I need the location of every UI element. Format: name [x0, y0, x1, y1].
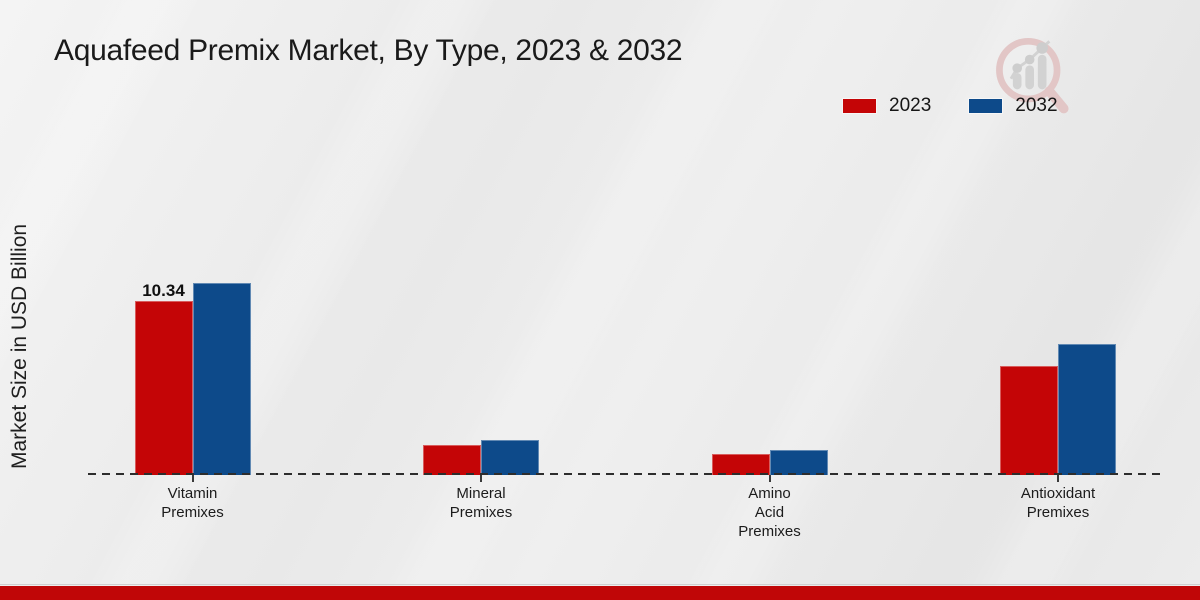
footer-red-band: [0, 586, 1200, 600]
category-label-line: Acid: [754, 504, 785, 521]
category-label-line: Premixes: [449, 504, 513, 521]
category-label-vitamin-premixes: Vitamin Premixes: [108, 484, 278, 522]
legend-label-2023: 2023: [889, 95, 932, 116]
legend-swatch-2023-icon: [843, 99, 876, 113]
chart-title: Aquafeed Premix Market, By Type, 2023 & …: [54, 34, 683, 67]
magnifier-bar-chart-logo-icon: [996, 37, 1069, 114]
bar-2032-mineral-premixes: [481, 440, 539, 475]
x-axis-tick: [1057, 475, 1059, 482]
category-label-line: Mineral: [456, 485, 506, 502]
legend-item-2032[interactable]: 2032: [969, 95, 1058, 117]
bar-2032-antioxidant-premixes: [1058, 344, 1116, 475]
y-axis-label: Market Size in USD Billion: [8, 223, 31, 469]
x-axis-tick: [768, 475, 771, 482]
category-label-line: Premixes: [161, 504, 224, 521]
legend-swatch-2032-icon: [969, 99, 1003, 113]
legend-label-2032: 2032: [1015, 95, 1058, 116]
bar-2023-amino-acid-premixes: [711, 454, 770, 475]
x-axis-tick: [480, 475, 482, 482]
category-label-line: Premixes: [738, 523, 801, 540]
plot-area: 10.34: [88, 180, 1163, 475]
x-axis-tick: [191, 475, 194, 482]
x-axis-baseline: [88, 473, 1163, 475]
bar-value-label: 10.34: [142, 281, 185, 300]
bar-2023-vitamin-premixes: 10.34: [134, 281, 193, 475]
bar-2032-vitamin-premixes: [192, 283, 251, 475]
category-label-mineral-premixes: Mineral Premixes: [396, 484, 566, 522]
bar-2023-antioxidant-premixes: [1000, 366, 1058, 475]
footer-divider: [0, 584, 1200, 585]
category-label-amino-acid-premixes: Amino Acid Premixes: [685, 484, 855, 541]
category-label-line: Premixes: [1026, 504, 1090, 521]
category-label-line: Antioxidant: [1020, 485, 1096, 502]
category-label-antioxidant-premixes: Antioxidant Premixes: [973, 484, 1143, 522]
legend-item-2023[interactable]: 2023: [843, 95, 931, 117]
category-label-line: Amino: [748, 485, 791, 502]
bar-2023-mineral-premixes: [423, 445, 481, 475]
legend: 2023 2032: [843, 95, 1058, 117]
bar-2032-amino-acid-premixes: [769, 450, 828, 475]
category-label-line: Vitamin: [167, 485, 218, 502]
